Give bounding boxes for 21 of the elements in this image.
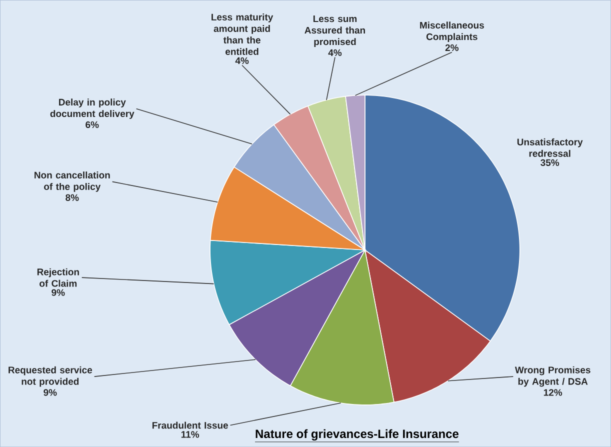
- data-label: 35%: [540, 159, 560, 166]
- slice-label: Miscellaneous Complaints: [420, 22, 484, 42]
- slice-label: Unsatisfactory redressal: [517, 138, 583, 157]
- data-label: 9%: [52, 289, 65, 296]
- data-label: 9%: [44, 389, 57, 396]
- data-label: 12%: [544, 389, 562, 396]
- data-label: 8%: [66, 194, 79, 201]
- slice-label: Wrong Promises by Agent / DSA: [514, 366, 590, 387]
- slice-label: Requested service not provided: [8, 366, 92, 387]
- data-label: 11%: [181, 431, 200, 438]
- slice-label: Less sum Assured than promised: [304, 15, 365, 47]
- slice-label: Delay in policy document delivery: [50, 98, 134, 119]
- data-label: 4%: [328, 49, 342, 56]
- slice-label: Less maturity amount paid than the entitled: [212, 13, 274, 55]
- text: Nature of grievances-Life Insurance: [256, 429, 458, 440]
- data-label: 2%: [445, 44, 459, 52]
- data-label: 6%: [86, 121, 99, 128]
- data-label: 4%: [235, 57, 249, 64]
- slice-label: Non cancellation of the policy: [34, 171, 110, 192]
- slice-label: Fraudulent Issue: [152, 422, 228, 429]
- slice-label: Rejection of Claim: [37, 268, 79, 287]
